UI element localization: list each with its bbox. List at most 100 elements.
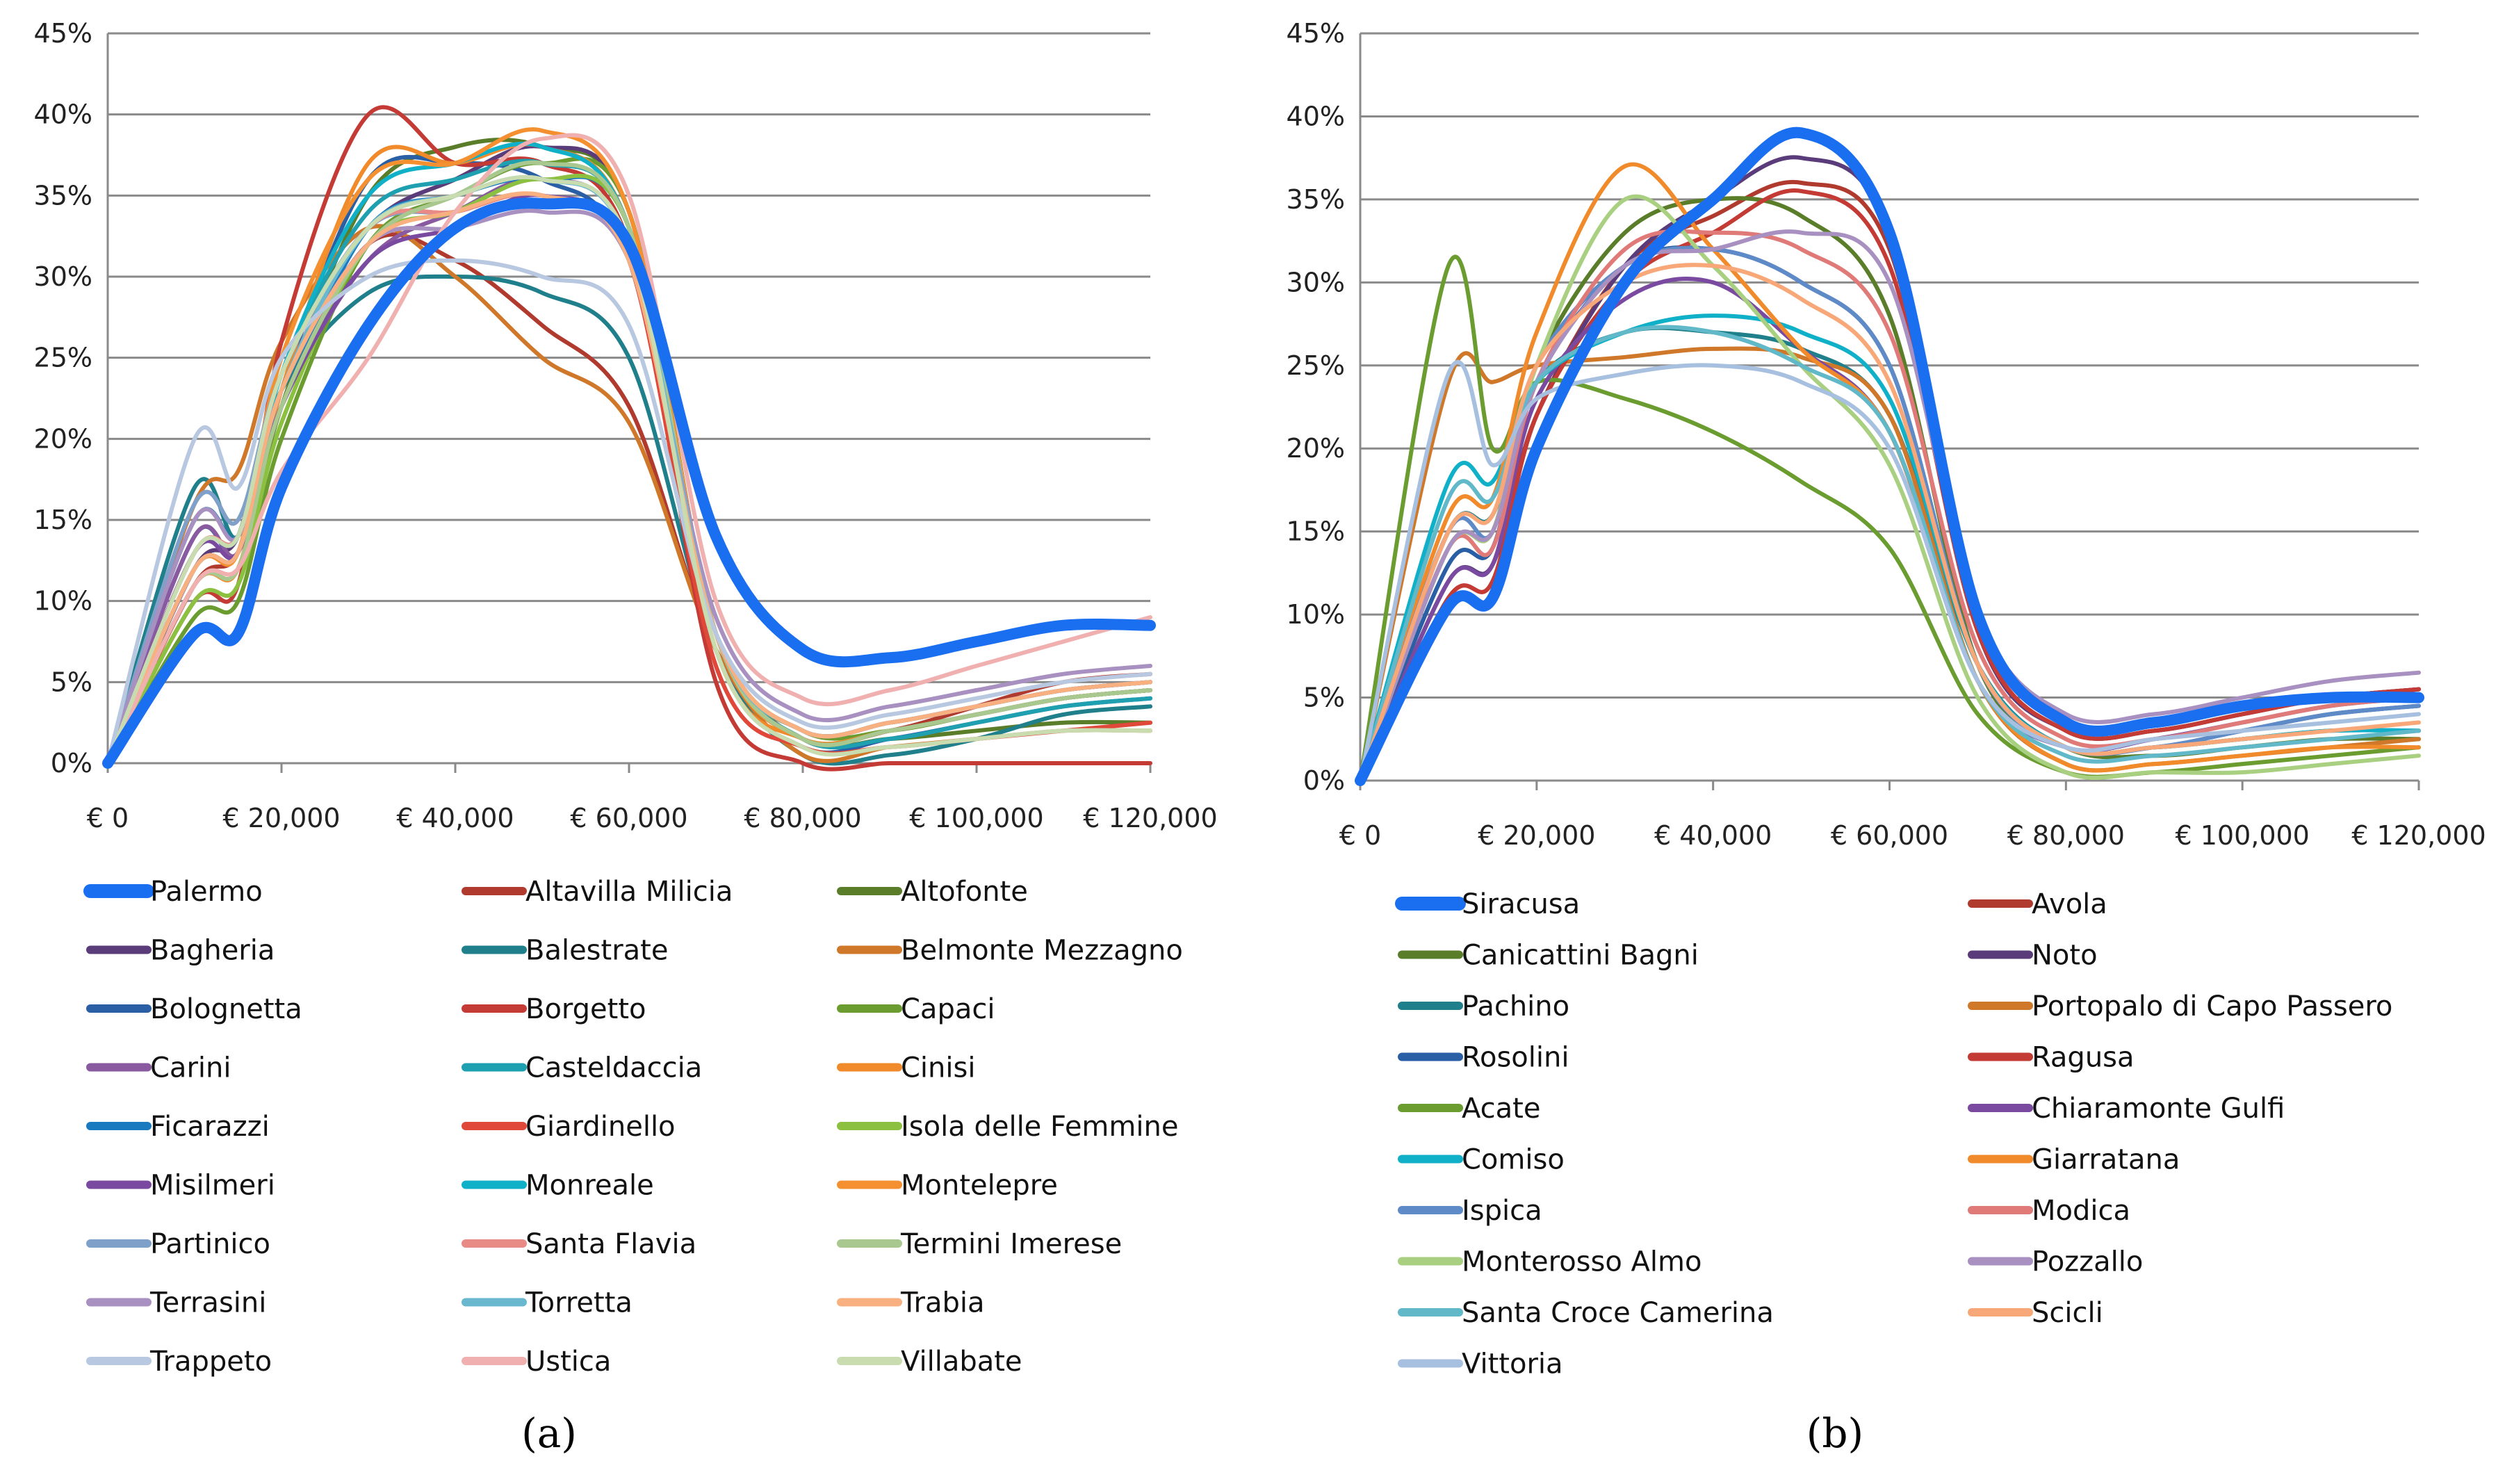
legend-label: Avola	[2032, 888, 2107, 920]
panel-b-x-tick-label: € 20,000	[1478, 820, 1595, 851]
legend-item-rosolini: Rosolini	[1398, 1042, 1569, 1074]
panel-a-chart: 0% 5% 10% 15% 20% 25% 30% 35% 40% 45% € 0 € 20,000 €…	[34, 18, 1218, 1457]
legend-label: Siracusa	[1462, 888, 1580, 920]
legend-item-terrasini: Terrasini	[86, 1287, 266, 1319]
legend-item-ficarazzi: Ficarazzi	[86, 1111, 270, 1143]
legend-label: Casteldaccia	[525, 1052, 702, 1084]
legend-item-pachino: Pachino	[1398, 990, 1569, 1022]
legend-item-misilmeri: Misilmeri	[86, 1170, 275, 1202]
legend-item-chiaramonte-gulfi: Chiaramonte Gulfi	[1968, 1093, 2285, 1125]
legend-item-siracusa: Siracusa	[1395, 888, 1580, 920]
legend-item-torretta: Torretta	[462, 1287, 633, 1319]
panel-b-x-tick-label: € 120,000	[2351, 820, 2486, 851]
legend-item-cinisi: Cinisi	[837, 1052, 975, 1084]
legend-item-bolognetta: Bolognetta	[86, 993, 302, 1025]
legend-item-noto: Noto	[1968, 940, 2098, 972]
panel-b-y-tick-label: 20%	[1287, 433, 1345, 464]
legend-item-isola-delle-femmine: Isola delle Femmine	[837, 1111, 1178, 1143]
legend-label: Chiaramonte Gulfi	[2032, 1093, 2285, 1125]
panel-b-x-tick-label: € 40,000	[1654, 820, 1772, 851]
legend-label: Altofonte	[901, 876, 1028, 908]
legend-item-pozzallo: Pozzallo	[1968, 1246, 2143, 1278]
legend-item-ustica: Ustica	[462, 1346, 611, 1378]
panel-a-y-tick-label: 0%	[51, 748, 92, 778]
legend-item-villabate: Villabate	[837, 1346, 1022, 1378]
legend-label: Rosolini	[1462, 1042, 1569, 1074]
panel-b-series-lines	[1355, 127, 2424, 786]
legend-item-altavilla-milicia: Altavilla Milicia	[462, 876, 733, 908]
panel-a-y-tick-label: 25%	[34, 343, 92, 373]
legend-label: Ispica	[1462, 1195, 1542, 1227]
series-line-villabate	[106, 174, 1152, 765]
panel-b-chart: 0% 5% 10% 15% 20% 25% 30% 35% 40% 45% € 0 € 20,000 €…	[1287, 18, 2486, 1457]
legend-item-santa-croce-camerina: Santa Croce Camerina	[1398, 1297, 1774, 1329]
panel-b-y-tick-label: 30%	[1287, 267, 1345, 297]
legend-item-partinico: Partinico	[86, 1228, 270, 1260]
legend-label: Torretta	[525, 1287, 633, 1319]
panel-b-y-tick-label: 10%	[1287, 599, 1345, 630]
legend-item-comiso: Comiso	[1398, 1144, 1565, 1176]
legend-label: Modica	[2032, 1195, 2130, 1227]
legend-label: Palermo	[150, 876, 263, 908]
legend-item-carini: Carini	[86, 1052, 231, 1084]
legend-item-altofonte: Altofonte	[837, 876, 1028, 908]
series-line-ragusa	[1358, 188, 2421, 783]
legend-label: Balestrate	[525, 935, 668, 967]
legend-label: Monreale	[525, 1170, 654, 1202]
legend-item-trappeto: Trappeto	[86, 1346, 272, 1378]
series-line-modica	[1358, 229, 2421, 783]
legend-item-trabia: Trabia	[837, 1287, 985, 1319]
legend-label: Cinisi	[901, 1052, 975, 1084]
legend-label: Carini	[150, 1052, 231, 1084]
legend-item-capaci: Capaci	[837, 993, 995, 1025]
legend-item-balestrate: Balestrate	[462, 935, 668, 967]
legend-label: Villabate	[901, 1346, 1022, 1378]
legend-item-montelepre: Montelepre	[837, 1170, 1058, 1202]
panel-b-x-tick-label: € 80,000	[2007, 820, 2125, 851]
legend-label: Ustica	[525, 1346, 611, 1378]
legend-item-monterosso-almo: Monterosso Almo	[1398, 1246, 1702, 1278]
legend-label: Ficarazzi	[150, 1111, 270, 1143]
legend-label: Trabia	[900, 1287, 985, 1319]
legend-label: Comiso	[1462, 1144, 1565, 1176]
panel-a-x-tick-label: € 0	[87, 803, 129, 833]
legend-label: Isola delle Femmine	[901, 1111, 1178, 1143]
panel-b-y-tick-label: 35%	[1287, 184, 1345, 215]
panel-b-x-tick-label: € 100,000	[2175, 820, 2309, 851]
panel-a-x-tick-label: € 20,000	[222, 803, 340, 833]
series-line-pozzallo	[1358, 229, 2421, 783]
legend-item-portopalo-di-capo-passero: Portopalo di Capo Passero	[1968, 990, 2392, 1022]
series-line-balestrate	[106, 274, 1152, 766]
series-line-scicli	[1358, 263, 2421, 783]
panel-a-y-tick-label: 15%	[34, 505, 92, 535]
panel-a-y-tick-label: 30%	[34, 261, 92, 292]
legend-label: Belmonte Mezzagno	[901, 935, 1183, 967]
legend-label: Altavilla Milicia	[525, 876, 733, 908]
legend-label: Terrasini	[149, 1287, 266, 1319]
panel-b-x-tick-label: € 0	[1339, 820, 1381, 851]
panel-b-legend: Siracusa Avola Canicattini Bagni Noto Pachin…	[1395, 888, 2392, 1380]
series-line-palermo	[102, 197, 1156, 769]
legend-label: Borgetto	[525, 993, 646, 1025]
legend-label: Ragusa	[2032, 1042, 2135, 1074]
legend-item-scicli: Scicli	[1968, 1297, 2103, 1329]
legend-label: Misilmeri	[150, 1170, 275, 1202]
legend-label: Pozzallo	[2032, 1246, 2143, 1278]
panel-a-x-tick-label: € 100,000	[909, 803, 1043, 833]
legend-label: Trappeto	[149, 1346, 272, 1378]
legend-item-casteldaccia: Casteldaccia	[462, 1052, 702, 1084]
panel-b-label: (b)	[1806, 1410, 1863, 1457]
series-line-trappeto	[106, 258, 1152, 765]
legend-label: Giarratana	[2032, 1144, 2180, 1176]
panel-b-y-tick-label: 40%	[1287, 101, 1345, 131]
panel-a-x-tick-label: € 60,000	[570, 803, 687, 833]
legend-label: Vittoria	[1462, 1348, 1563, 1380]
panel-b-y-tick-label: 5%	[1303, 683, 1345, 713]
legend-label: Santa Croce Camerina	[1462, 1297, 1774, 1329]
panel-a-legend: Palermo Altavilla Milicia Altofonte Bagheri…	[83, 876, 1183, 1378]
legend-label: Noto	[2032, 940, 2098, 972]
legend-item-monreale: Monreale	[462, 1170, 654, 1202]
series-line-siracusa	[1355, 127, 2424, 786]
legend-label: Termini Imerese	[900, 1228, 1122, 1260]
legend-label: Canicattini Bagni	[1462, 940, 1699, 972]
